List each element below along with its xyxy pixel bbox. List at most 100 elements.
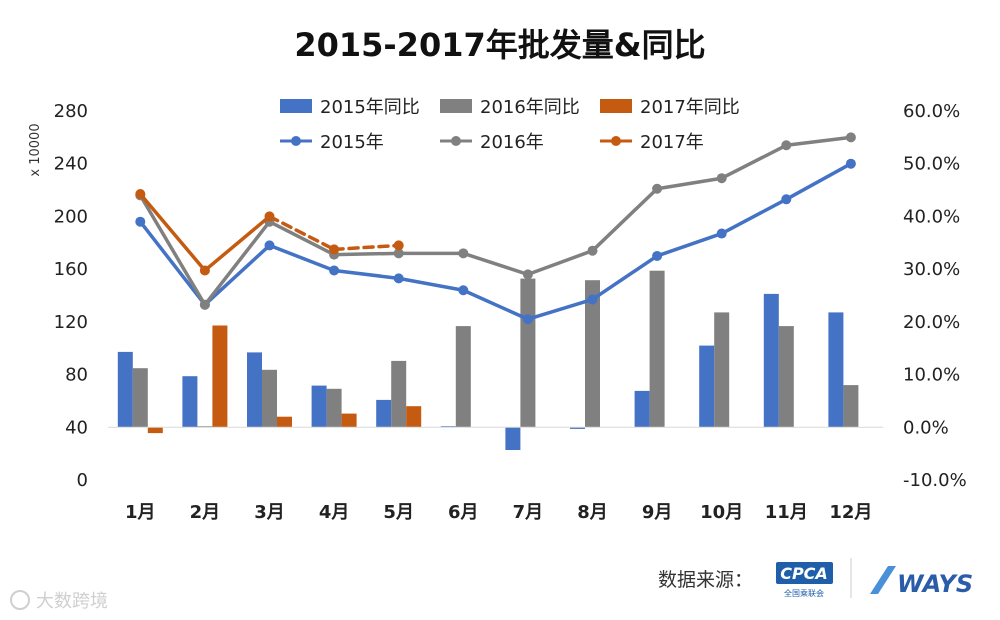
point-2015年-7月 — [522, 314, 533, 325]
y-right-tick-label: 0.0% — [903, 417, 949, 438]
line-segment-2016年 — [784, 135, 853, 148]
point-2015年-1月 — [135, 216, 146, 227]
point-2017年-4月 — [329, 244, 340, 255]
bar-series-group — [117, 270, 859, 450]
point-2016年-6月 — [458, 248, 469, 259]
point-2017年-2月 — [199, 265, 210, 276]
point-2017年-1月 — [135, 189, 146, 200]
bar-2016年同比-9月 — [649, 270, 665, 428]
y-right-tick-label: 30.0% — [903, 259, 960, 280]
x-tick-label: 2月 — [190, 502, 221, 523]
point-2015年-8月 — [587, 294, 598, 305]
line-segment-2015年 — [461, 288, 530, 321]
chart-title: 2015-2017年批发量&同比 — [294, 26, 705, 64]
point-2017年-3月 — [264, 211, 275, 222]
y-left-tick-label: 120 — [54, 312, 88, 333]
y-left-tick-label: 280 — [54, 101, 88, 122]
line-segment-2015年 — [655, 231, 724, 258]
bar-2016年同比-6月 — [455, 326, 471, 428]
y-right-tick-label: 10.0% — [903, 365, 960, 386]
legend-swatch-2017年同比 — [600, 99, 632, 113]
legend-marker-2016年 — [451, 136, 461, 146]
point-2015年-6月 — [458, 285, 469, 296]
bar-2015年同比-2月 — [182, 376, 198, 428]
bar-2017年同比-3月 — [277, 416, 292, 428]
line-segment-2017年 — [138, 192, 207, 273]
bar-2017年同比-1月 — [147, 427, 163, 434]
bar-2015年同比-8月 — [570, 427, 585, 429]
point-2016年-2月 — [199, 299, 210, 310]
line-segment-2016年 — [461, 251, 530, 277]
bar-2016年同比-4月 — [326, 388, 342, 428]
legend-swatch-2016年同比 — [440, 99, 472, 113]
y-left-tick-label: 200 — [54, 206, 88, 227]
legend-label-2016年同比: 2016年同比 — [480, 97, 580, 118]
x-tick-label: 5月 — [383, 502, 414, 523]
source-label: 数据来源： — [658, 569, 753, 591]
line-segment-2016年 — [203, 219, 272, 307]
y-right-tick-label: 60.0% — [903, 101, 960, 122]
x-tick-label: 7月 — [513, 502, 544, 523]
point-2015年-10月 — [716, 228, 727, 239]
bar-2016年同比-11月 — [778, 326, 794, 428]
point-2016年-8月 — [587, 245, 598, 256]
point-2017年-5月 — [393, 240, 404, 251]
svg-text:CPCA: CPCA — [780, 564, 828, 583]
point-2015年-9月 — [652, 250, 663, 261]
bar-2016年同比-2月 — [197, 426, 213, 428]
x-tick-label: 4月 — [319, 502, 350, 523]
y-left-tick-label: 0 — [77, 470, 88, 491]
bar-2015年同比-11月 — [763, 293, 779, 428]
x-tick-label: 8月 — [577, 502, 608, 523]
bar-2016年同比-10月 — [714, 312, 730, 428]
line-segment-2015年 — [784, 161, 853, 202]
watermark-text: 大数跨境 — [36, 591, 108, 612]
bar-2016年同比-5月 — [391, 360, 407, 428]
x-tick-label: 6月 — [448, 502, 479, 523]
line-segment-2016年 — [719, 143, 789, 180]
line-segment-2016年 — [655, 176, 724, 191]
svg-text:WAYS: WAYS — [897, 570, 973, 598]
watermark: 大数跨境 — [10, 590, 108, 612]
cpca-logo: CPCA 全国乘联会 — [776, 562, 833, 598]
x-tick-label: 3月 — [254, 502, 285, 523]
point-2015年-3月 — [264, 240, 275, 251]
line-segment-2016年 — [526, 248, 595, 277]
point-2015年-12月 — [845, 158, 856, 169]
legend-label-2015年同比: 2015年同比 — [320, 97, 420, 118]
legend-swatch-2015年同比 — [280, 99, 312, 113]
legend-label-2017年同比: 2017年同比 — [640, 97, 740, 118]
bar-2016年同比-7月 — [520, 278, 536, 428]
ways-logo: WAYS — [870, 566, 973, 598]
legend-label-2016年: 2016年 — [480, 132, 544, 153]
line-segment-2015年 — [526, 297, 595, 321]
bar-2015年同比-5月 — [376, 399, 392, 428]
line-series-group — [135, 132, 856, 325]
x-tick-label: 12月 — [829, 502, 872, 523]
point-2016年-11月 — [781, 140, 792, 151]
point-2015年-4月 — [329, 265, 340, 276]
bar-2015年同比-3月 — [247, 352, 262, 428]
bar-2016年同比-3月 — [262, 369, 277, 428]
line-segment-2017年 — [332, 243, 401, 252]
y-axis-left: 0 40 80 120 160 200 240 280 — [54, 101, 88, 491]
line-segment-2016年 — [138, 193, 207, 307]
y-left-tick-label: 40 — [65, 417, 88, 438]
x-tick-label: 11月 — [765, 502, 808, 523]
line-segment-2017年 — [267, 214, 336, 252]
point-2015年-5月 — [393, 273, 404, 284]
bar-2016年同比-8月 — [585, 280, 600, 428]
line-segment-2017年 — [203, 214, 272, 273]
line-segment-2016年 — [267, 219, 336, 257]
bar-2015年同比-4月 — [311, 385, 327, 428]
point-2016年-5月 — [393, 248, 404, 259]
x-tick-label: 1月 — [125, 502, 156, 523]
y-axis-unit: x 10000 — [28, 123, 43, 176]
point-2016年-9月 — [652, 183, 663, 194]
line-segment-2015年 — [590, 254, 659, 302]
point-2015年-11月 — [781, 194, 792, 205]
line-segment-2015年 — [267, 243, 336, 273]
line-segment-2015年 — [138, 219, 207, 307]
y-right-tick-label: 40.0% — [903, 206, 960, 227]
